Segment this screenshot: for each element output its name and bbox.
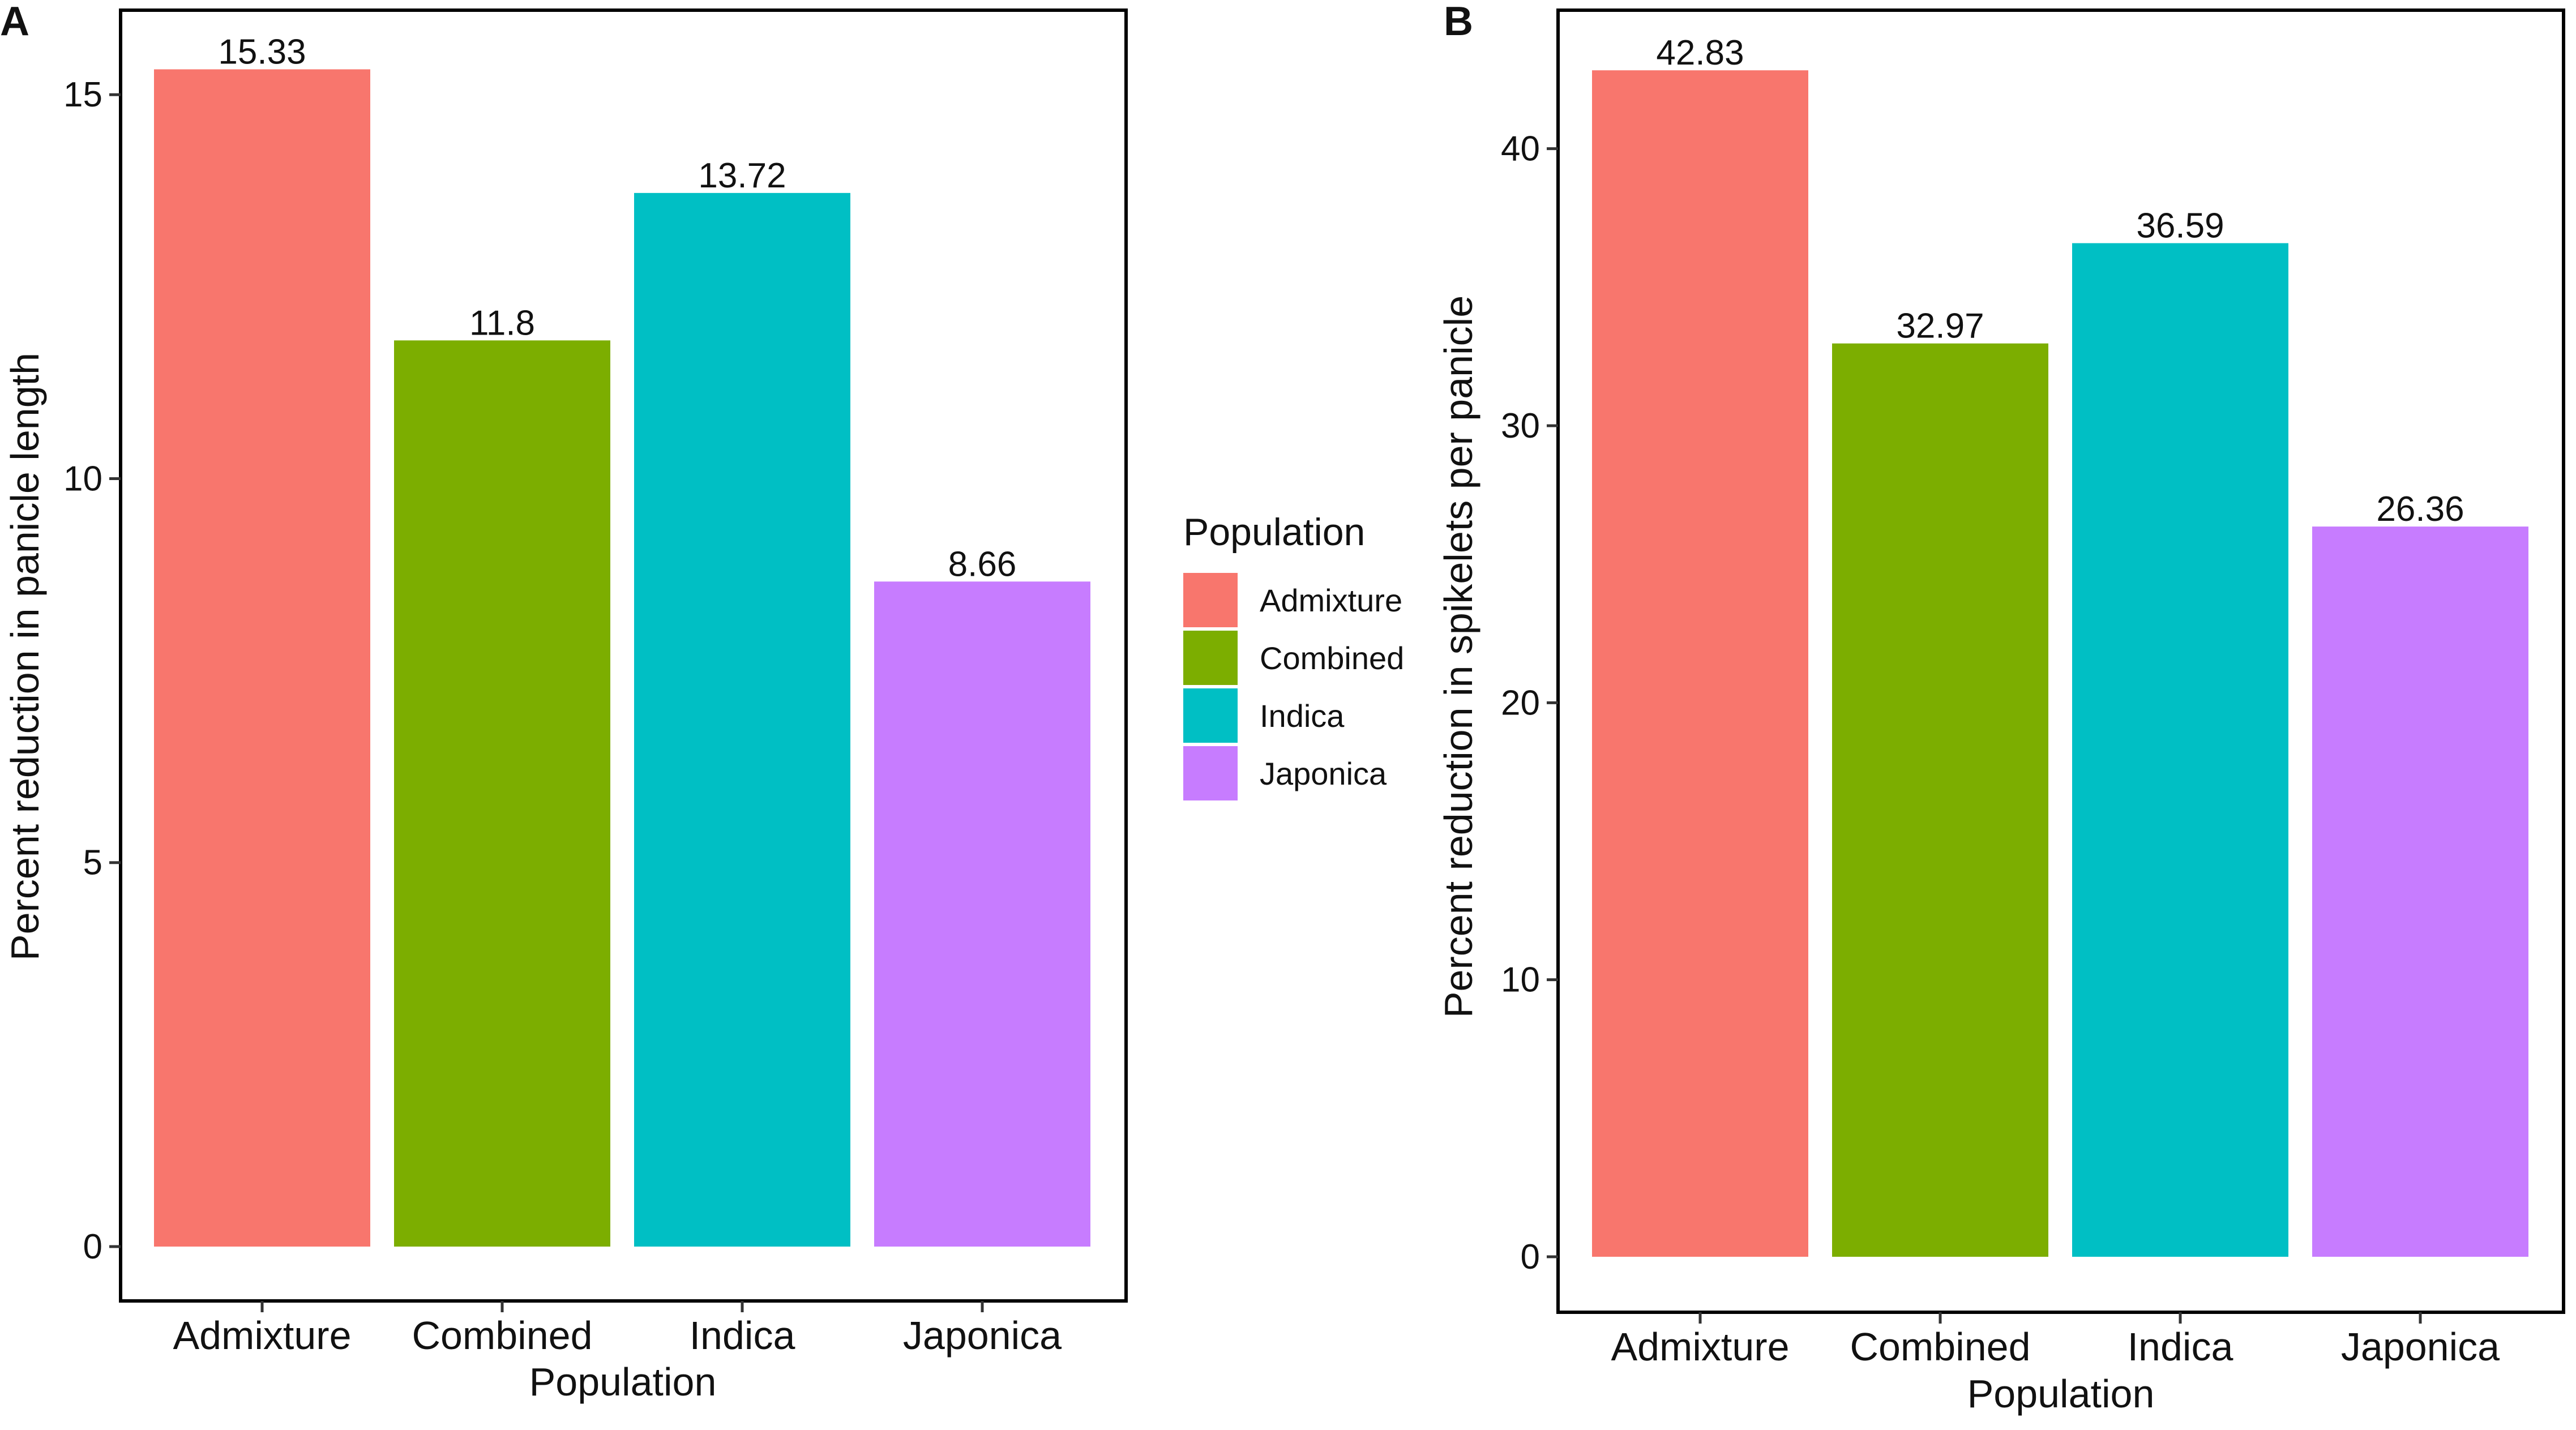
legend-swatch-admixture <box>1183 573 1238 627</box>
data-label-japonica: 26.36 <box>2376 490 2464 529</box>
data-label-japonica: 8.66 <box>948 545 1017 584</box>
data-label-indica: 36.59 <box>2136 207 2224 246</box>
x-tick-label-admixture: Admixture <box>173 1313 351 1358</box>
panel-b: B 0 10 20 30 40 42.83 32.97 36.59 26.36 Admixtu… <box>1436 0 2565 1416</box>
bar-admixture <box>1592 70 1808 1257</box>
panel-b-y-axis-title: Percent reduction in spikelets per panic… <box>1436 296 1480 1018</box>
panel-a-bars <box>154 69 1090 1247</box>
legend-items: Admixture Combined Indica Japonica <box>1183 573 1404 800</box>
panel-a-x-axis-title: Population <box>529 1360 717 1404</box>
legend-swatch-indica <box>1183 688 1238 743</box>
panel-b-y-ticks: 0 10 20 30 40 <box>1501 130 1558 1277</box>
x-tick-label-indica: Indica <box>690 1313 795 1358</box>
y-tick-label: 0 <box>1521 1238 1540 1277</box>
panel-b-plot-frame <box>1556 8 2565 1314</box>
x-tick-label-admixture: Admixture <box>1611 1325 1789 1369</box>
y-tick-label: 20 <box>1501 683 1540 722</box>
bar-combined <box>1832 343 2048 1257</box>
legend-swatch-japonica <box>1183 746 1238 800</box>
data-label-indica: 13.72 <box>698 156 786 195</box>
panel-b-letter: B <box>1444 0 1473 44</box>
panel-b-x-tick-labels: Admixture Combined Indica Japonica <box>1611 1312 2500 1369</box>
bar-japonica <box>2312 526 2528 1257</box>
data-label-admixture: 15.33 <box>218 32 306 71</box>
legend-title: Population <box>1183 511 1365 554</box>
panel-a-y-ticks: 0 5 10 15 <box>63 75 121 1266</box>
panel-b-data-labels: 42.83 32.97 36.59 26.36 <box>1656 33 2464 529</box>
y-tick-label: 5 <box>83 844 102 883</box>
y-tick-label: 30 <box>1501 406 1540 446</box>
legend-label-japonica: Japonica <box>1260 756 1387 791</box>
x-tick-label-japonica: Japonica <box>2341 1325 2500 1369</box>
x-tick-label-japonica: Japonica <box>903 1313 1062 1358</box>
panel-a-plot-frame <box>119 8 1128 1303</box>
data-label-admixture: 42.83 <box>1656 33 1744 72</box>
data-label-combined: 11.8 <box>469 303 535 342</box>
y-tick-label: 0 <box>83 1227 102 1266</box>
y-tick-label: 10 <box>1501 961 1540 1000</box>
panel-a-letter: A <box>0 0 29 44</box>
data-label-combined: 32.97 <box>1896 307 1984 346</box>
bar-indica <box>634 192 850 1247</box>
panel-a: A 0 5 10 15 15.33 11.8 13.72 8.66 Admixture Com… <box>0 0 1128 1404</box>
panel-b-x-axis-title: Population <box>1967 1372 2155 1416</box>
x-tick-label-combined: Combined <box>1850 1325 2030 1369</box>
legend-swatch-combined <box>1183 631 1238 685</box>
bar-japonica <box>874 581 1090 1247</box>
bar-indica <box>2072 243 2288 1257</box>
panel-a-y-axis-title: Percent reduction in panicle length <box>3 353 47 961</box>
bar-admixture <box>154 69 370 1247</box>
panel-a-x-tick-labels: Admixture Combined Indica Japonica <box>173 1301 1062 1358</box>
legend-label-combined: Combined <box>1260 640 1404 676</box>
legend: Population Admixture Combined Indica Japoni… <box>1183 511 1404 800</box>
legend-label-admixture: Admixture <box>1260 583 1402 618</box>
legend-label-indica: Indica <box>1260 698 1345 734</box>
y-tick-label: 40 <box>1501 130 1540 169</box>
x-tick-label-combined: Combined <box>412 1313 592 1358</box>
y-tick-label: 15 <box>63 75 102 114</box>
y-tick-label: 10 <box>63 459 102 498</box>
bar-combined <box>394 340 610 1247</box>
panel-a-data-labels: 15.33 11.8 13.72 8.66 <box>218 32 1016 584</box>
panel-b-bars <box>1592 70 2528 1257</box>
x-tick-label-indica: Indica <box>2128 1325 2233 1369</box>
